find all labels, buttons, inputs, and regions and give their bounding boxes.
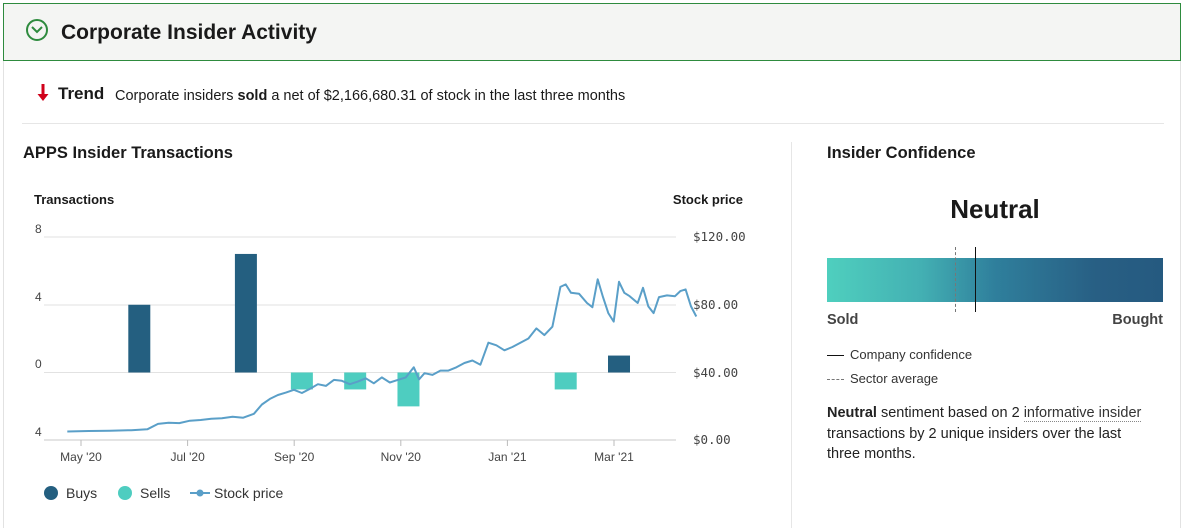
section-body: [3, 61, 1181, 528]
confidence-description: Neutral sentiment based on 2 informative…: [827, 405, 1142, 462]
left-tick-label: 4: [35, 290, 42, 304]
x-tick-label: Jul '20: [170, 450, 205, 464]
x-tick-label: Nov '20: [381, 450, 422, 464]
sell-bar: [344, 372, 367, 390]
right-tick-label: $40.00: [693, 365, 738, 380]
buy-bar: [128, 304, 151, 373]
legend-stock-price-label: Stock price: [214, 485, 284, 501]
company-confidence-marker: [974, 247, 976, 312]
scale-right-label: Bought: [1112, 312, 1163, 328]
transaction-bars: [128, 253, 631, 407]
sell-bar: [290, 372, 313, 390]
insider-transactions-chart: Transactions Stock price 8 4 0 4 $120.00 $80.…: [34, 192, 746, 464]
sells-dot-icon: [118, 486, 132, 500]
section-header[interactable]: Corporate Insider Activity: [3, 3, 1181, 61]
trend-label: Trend: [58, 84, 105, 103]
legend-company-confidence: Company confidence: [827, 347, 972, 362]
trend-description: Corporate insiders sold a net of $2,166,…: [115, 88, 626, 104]
x-tick-label: May '20: [60, 450, 102, 464]
legend-buys-label: Buys: [66, 485, 98, 501]
x-tick-label: Mar '21: [594, 450, 634, 464]
informative-insider-link[interactable]: informative insider: [1023, 405, 1142, 422]
right-tick-label: $80.00: [693, 297, 738, 312]
confidence-title: Insider Confidence: [827, 144, 976, 162]
buy-bar: [234, 253, 257, 373]
solid-line-icon: [827, 355, 844, 357]
sell-bar: [397, 372, 420, 407]
legend-sells-label: Sells: [140, 485, 171, 501]
section-title: Corporate Insider Activity: [61, 21, 317, 44]
sell-bar: [554, 372, 577, 390]
arrow-down-icon: [37, 84, 49, 101]
price-series: [67, 278, 698, 433]
legend-sector-average: Sector average: [827, 371, 938, 386]
x-tick-label: Sep '20: [274, 450, 315, 464]
axis-ticks: 8 4 0 4 $120.00 $80.00 $40.00 $0.00 May '20 Jul '…: [35, 222, 746, 464]
confidence-verdict: Neutral: [950, 194, 1040, 224]
left-tick-label: 8: [35, 222, 42, 236]
x-tick-label: Jan '21: [488, 450, 527, 464]
chevron-down-circle-icon[interactable]: [26, 19, 48, 41]
transactions-title: APPS Insider Transactions: [23, 144, 233, 162]
divider: [22, 123, 1164, 124]
left-axis-label: Transactions: [34, 192, 114, 207]
right-tick-label: $120.00: [693, 229, 746, 244]
scale-left-label: Sold: [827, 312, 859, 328]
sector-average-marker: [954, 247, 956, 312]
left-tick-label: 4: [35, 425, 42, 439]
right-axis-label: Stock price: [673, 192, 743, 207]
buys-dot-icon: [44, 486, 58, 500]
dashed-line-icon: [827, 379, 844, 381]
stock-price-line: [67, 278, 698, 433]
right-tick-label: $0.00: [693, 432, 731, 447]
line-marker-icon: [190, 489, 210, 497]
column-divider: [791, 142, 792, 528]
buy-bar: [608, 355, 631, 373]
left-tick-label: 0: [35, 357, 42, 371]
confidence-gauge: [827, 258, 1163, 302]
